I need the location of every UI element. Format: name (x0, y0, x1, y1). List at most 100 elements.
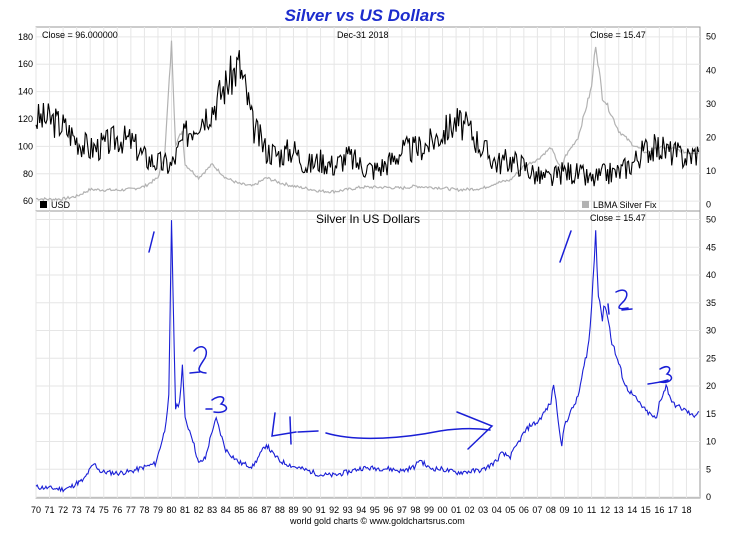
x-tick-label: 03 (478, 505, 488, 515)
bottom-right-tick-label: 30 (706, 326, 716, 336)
legend-silver-swatch (582, 201, 589, 208)
x-axis: 70 71 72 73 74 75 76 77 78 79 80 81 82 83 84 85 86 87 88 89… (31, 505, 691, 515)
footer-credit: world gold charts © www.goldchartsrus.co… (289, 516, 465, 526)
x-tick-label: 97 (397, 505, 407, 515)
top-right-tick-label: 20 (706, 132, 716, 142)
x-tick-label: 84 (221, 505, 231, 515)
top-left-tick-label: 100 (18, 141, 33, 151)
x-tick-label: 01 (451, 505, 461, 515)
top-left-tick-label: 180 (18, 32, 33, 42)
x-tick-label: 82 (194, 505, 204, 515)
x-tick-label: 77 (126, 505, 136, 515)
x-tick-label: 93 (343, 505, 353, 515)
x-tick-label: 09 (559, 505, 569, 515)
top-right-tick-label: 10 (706, 166, 716, 176)
x-tick-label: 92 (329, 505, 339, 515)
x-tick-label: 88 (275, 505, 285, 515)
top-right-tick-label: 40 (706, 65, 716, 75)
annotation-3a-stroke (205, 396, 228, 414)
x-tick-label: 83 (207, 505, 217, 515)
chart-title: Silver vs US Dollars (284, 6, 446, 25)
top-right-tick-label: 50 (706, 32, 716, 42)
x-tick-label: 04 (492, 505, 502, 515)
bottom-right-tick-label: 20 (706, 381, 716, 391)
x-tick-label: 02 (465, 505, 475, 515)
x-tick-label: 74 (85, 505, 95, 515)
bottom-right-tick-label: 0 (706, 492, 711, 502)
legend-silver-label: LBMA Silver Fix (593, 200, 657, 210)
annotation-2b-stroke (607, 289, 633, 315)
bottom-right-tick-label: 15 (706, 409, 716, 419)
top-series (35, 40, 700, 202)
bottom-gridlines (35, 211, 700, 498)
top-right-tick-label: 0 (706, 200, 711, 210)
x-tick-label: 00 (438, 505, 448, 515)
top-left-axis: 60 80 100 120 140 160 180 (18, 32, 33, 206)
top-right-tick-label: 30 (706, 99, 716, 109)
x-tick-label: 18 (681, 505, 691, 515)
bottom-right-axis: 0 5 10 15 20 25 30 35 40 45 50 (706, 215, 716, 502)
x-tick-label: 99 (424, 505, 434, 515)
annotations (148, 230, 673, 450)
bottom-right-tick-label: 5 (706, 464, 711, 474)
x-tick-label: 89 (288, 505, 298, 515)
legend-usd-label: USD (51, 200, 71, 210)
x-tick-label: 13 (614, 505, 624, 515)
x-tick-label: 98 (410, 505, 420, 515)
top-right-readout: Close = 15.47 (590, 30, 646, 40)
annotation-1a-stroke (148, 231, 155, 253)
annotation-3b-stroke (647, 366, 673, 385)
bottom-right-tick-label: 10 (706, 437, 716, 447)
x-tick-label: 10 (573, 505, 583, 515)
series-silver-in-us-dollars (35, 220, 700, 493)
x-tick-label: 75 (99, 505, 109, 515)
x-tick-label: 87 (261, 505, 271, 515)
top-left-tick-label: 60 (23, 196, 33, 206)
x-tick-label: 17 (668, 505, 678, 515)
x-tick-label: 86 (248, 505, 258, 515)
x-tick-label: 06 (519, 505, 529, 515)
x-tick-label: 81 (180, 505, 190, 515)
x-tick-label: 05 (505, 505, 515, 515)
x-tick-label: 08 (546, 505, 556, 515)
x-tick-label: 12 (600, 505, 610, 515)
x-tick-label: 96 (383, 505, 393, 515)
bottom-panel-title: Silver In US Dollars (316, 212, 420, 226)
top-left-readout: Close = 96.000000 (42, 30, 118, 40)
x-tick-label: 14 (627, 505, 637, 515)
x-tick-label: 95 (370, 505, 380, 515)
x-tick-label: 16 (654, 505, 664, 515)
x-tick-label: 90 (302, 505, 312, 515)
x-tick-label: 70 (31, 505, 41, 515)
top-gridlines (35, 27, 700, 211)
x-tick-label: 71 (45, 505, 55, 515)
top-left-tick-label: 160 (18, 59, 33, 69)
top-left-tick-label: 80 (23, 169, 33, 179)
series-lbma-silver-fix (35, 40, 699, 202)
bottom-right-tick-label: 50 (706, 215, 716, 225)
top-panel: 60 80 100 120 140 160 180 0 10 20 30 40 50 Close = … (18, 26, 716, 212)
x-tick-label: 07 (532, 505, 542, 515)
x-tick-label: 91 (316, 505, 326, 515)
x-tick-label: 79 (153, 505, 163, 515)
legend-usd-swatch (40, 201, 47, 208)
bottom-right-tick-label: 45 (706, 242, 716, 252)
annotation-1b-stroke (559, 230, 572, 263)
bottom-right-tick-label: 40 (706, 270, 716, 280)
top-right-axis: 0 10 20 30 40 50 (706, 32, 716, 210)
bottom-right-tick-label: 25 (706, 353, 716, 363)
x-tick-label: 73 (72, 505, 82, 515)
bottom-series (35, 220, 700, 493)
x-tick-label: 11 (587, 505, 596, 515)
series-usd (35, 50, 700, 187)
top-left-tick-label: 140 (18, 87, 33, 97)
x-tick-label: 78 (139, 505, 149, 515)
x-tick-label: 85 (234, 505, 244, 515)
top-left-tick-label: 120 (18, 114, 33, 124)
x-tick-label: 15 (641, 505, 651, 515)
x-tick-label: 72 (58, 505, 68, 515)
x-tick-label: 94 (356, 505, 366, 515)
